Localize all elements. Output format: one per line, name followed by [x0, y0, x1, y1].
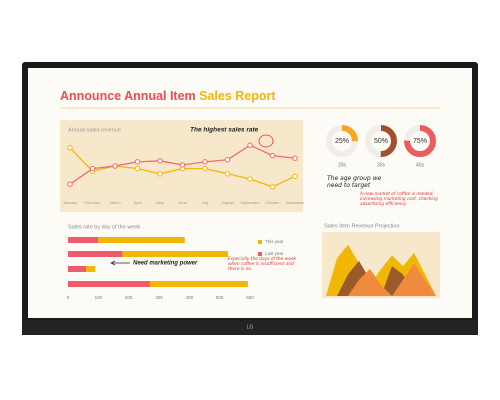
line-point: [157, 158, 163, 164]
title-accent: Sales Report: [199, 89, 276, 103]
donut-value: 50%: [374, 138, 388, 145]
annotation: Need marketing power: [133, 261, 198, 267]
chart-title: Sales rate by day of the week: [68, 224, 140, 230]
bar-segment: [68, 281, 150, 287]
donut-label: 20s: [338, 162, 347, 168]
x-tick-label: 200: [125, 295, 133, 300]
line-point: [292, 155, 298, 161]
line-point: [269, 184, 276, 190]
line-point: [67, 181, 73, 187]
x-tick-label: November: [286, 200, 305, 205]
x-tick-label: August: [221, 200, 234, 205]
donut-label: 40s: [416, 162, 425, 168]
x-tick-label: 300: [155, 295, 163, 300]
donut-arc: [365, 125, 397, 157]
legend-label: Last year: [265, 251, 284, 256]
line-point: [179, 162, 186, 168]
line-point: [157, 171, 163, 177]
donut-arc: [404, 125, 436, 157]
area: [326, 263, 436, 296]
x-tick-label: July: [201, 200, 208, 205]
brand-logo: LG: [247, 324, 254, 330]
bar-segment: [68, 266, 87, 272]
x-tick-label: 400: [186, 295, 194, 300]
line-point: [247, 176, 253, 182]
x-tick-label: February: [84, 200, 100, 205]
x-tick-label: May: [156, 200, 164, 205]
legend-swatch: [258, 252, 262, 256]
x-tick-label: 500: [216, 295, 224, 300]
weekday-note: Especially the days of the week when cof…: [228, 257, 296, 272]
line-point: [67, 145, 73, 151]
arrow-head: [110, 260, 116, 266]
line-point: [89, 165, 96, 172]
highlight-circle: [258, 134, 274, 148]
report-title: Announce Annual Item Sales Report: [60, 89, 276, 103]
line-point: [224, 171, 231, 177]
x-tick-label: September: [240, 200, 260, 205]
x-tick-label: March: [109, 200, 120, 205]
chart-title: Annual sales revenue: [68, 127, 121, 133]
line-point: [224, 157, 231, 163]
donut-value: 25%: [335, 138, 349, 145]
x-tick-label: June: [178, 200, 187, 205]
bar-segment: [68, 251, 123, 257]
bar-segment: [149, 281, 248, 287]
bar-segment: [68, 237, 99, 243]
title-main: Announce Annual Item: [60, 89, 196, 103]
x-tick-label: October: [265, 200, 280, 205]
legend-swatch: [258, 240, 262, 244]
line-point: [134, 165, 141, 172]
annotation: The highest sales rate: [190, 127, 259, 134]
x-tick-label: January: [63, 200, 77, 205]
bar-segment: [86, 266, 96, 272]
market-note: A new market of coffee is needed, increa…: [360, 192, 438, 207]
donut-arc: [326, 125, 358, 157]
chart-title: Sales Item Revenue Projection: [324, 223, 400, 229]
line-point: [247, 142, 253, 148]
x-tick-label: 0: [67, 295, 70, 300]
x-tick-label: 100: [95, 295, 103, 300]
x-tick-label: 600: [246, 295, 254, 300]
bar-segment: [98, 237, 185, 243]
donut-value: 75%: [413, 138, 427, 145]
donut-label: 30s: [377, 162, 386, 168]
bottom-bezel: [22, 320, 478, 335]
line-point: [292, 173, 298, 180]
line-point: [202, 165, 208, 172]
age-note: The age group we need to target: [327, 175, 382, 189]
line-point: [112, 163, 118, 169]
legend-label: This year: [265, 239, 284, 244]
line-point: [269, 152, 276, 159]
line-point: [134, 159, 141, 165]
line-point: [202, 159, 208, 165]
x-tick-label: April: [133, 200, 141, 205]
bar-segment: [122, 251, 228, 257]
